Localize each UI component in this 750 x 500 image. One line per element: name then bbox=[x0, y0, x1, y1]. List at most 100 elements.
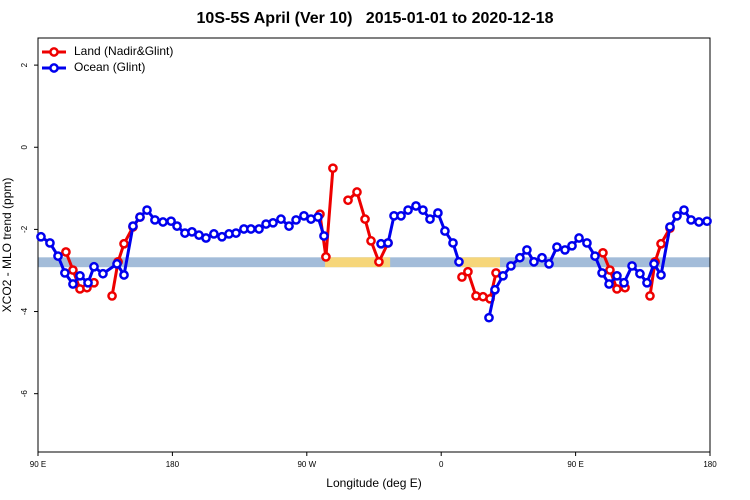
data-point bbox=[440, 226, 450, 236]
data-point bbox=[604, 279, 614, 289]
data-point bbox=[75, 270, 85, 281]
data-point bbox=[142, 205, 152, 215]
data-point bbox=[60, 268, 70, 278]
data-point bbox=[201, 233, 211, 243]
band-highlight bbox=[325, 257, 391, 268]
x-axis-label: Longitude (deg E) bbox=[326, 476, 421, 490]
data-point bbox=[552, 242, 562, 252]
data-point bbox=[649, 259, 659, 269]
data-point bbox=[119, 238, 129, 249]
x-tick-label: 180 bbox=[703, 460, 717, 469]
data-point bbox=[268, 217, 278, 228]
data-point bbox=[209, 229, 219, 239]
data-point bbox=[135, 212, 145, 222]
data-point bbox=[537, 252, 547, 263]
plot-frame bbox=[37, 37, 711, 453]
y-tick-label: -4 bbox=[20, 307, 29, 315]
data-point bbox=[343, 195, 353, 206]
data-point bbox=[506, 261, 516, 271]
data-point bbox=[328, 163, 338, 174]
data-point bbox=[627, 261, 637, 271]
data-point bbox=[448, 238, 458, 248]
legend-marker bbox=[49, 63, 59, 73]
data-point bbox=[544, 259, 554, 269]
data-point bbox=[567, 240, 577, 251]
data-point bbox=[276, 214, 286, 224]
data-point bbox=[672, 210, 682, 221]
data-point bbox=[366, 236, 376, 246]
y-tick-label: 2 bbox=[20, 62, 29, 67]
x-tick-label: 90 E bbox=[30, 460, 46, 469]
data-point bbox=[360, 214, 370, 224]
data-point bbox=[665, 222, 675, 232]
data-point bbox=[645, 291, 655, 301]
data-point bbox=[605, 265, 615, 275]
x-tick-label: 90 W bbox=[297, 460, 316, 469]
data-point bbox=[612, 270, 622, 281]
data-point bbox=[374, 256, 384, 267]
data-point bbox=[642, 277, 652, 288]
data-point bbox=[411, 201, 421, 211]
y-axis-label: XCO2 - MLO trend (ppm) bbox=[0, 178, 14, 313]
data-point bbox=[53, 251, 63, 261]
data-point bbox=[107, 291, 117, 301]
data-point bbox=[679, 205, 689, 215]
data-point bbox=[150, 215, 160, 225]
data-point bbox=[61, 247, 71, 257]
data-point bbox=[36, 231, 46, 242]
data-point bbox=[254, 224, 264, 234]
data-point bbox=[702, 216, 712, 227]
x-tick-label: 0 bbox=[439, 460, 444, 469]
data-point bbox=[313, 212, 323, 222]
data-point bbox=[574, 233, 584, 243]
legend-marker bbox=[49, 47, 59, 57]
data-point bbox=[172, 221, 182, 231]
data-point bbox=[457, 272, 467, 282]
data-point bbox=[529, 256, 539, 267]
band-highlight bbox=[460, 257, 501, 268]
data-point bbox=[68, 279, 78, 289]
data-point bbox=[463, 266, 473, 277]
data-point bbox=[418, 205, 428, 215]
data-point bbox=[598, 247, 608, 258]
data-point bbox=[291, 215, 301, 225]
data-point bbox=[490, 284, 500, 295]
data-point bbox=[522, 245, 532, 255]
x-tick-label: 90 E bbox=[567, 460, 583, 469]
data-point bbox=[319, 231, 329, 241]
data-point bbox=[560, 245, 570, 255]
data-point bbox=[454, 256, 464, 267]
data-point bbox=[597, 268, 607, 278]
data-point bbox=[128, 221, 138, 231]
data-point bbox=[590, 251, 600, 261]
x-tick-label: 180 bbox=[166, 460, 180, 469]
data-point bbox=[433, 208, 443, 218]
data-point bbox=[498, 270, 508, 281]
data-point bbox=[284, 221, 294, 231]
data-point bbox=[83, 277, 93, 288]
chart-title: 10S-5S April (Ver 10) 2015-01-01 to 2020… bbox=[197, 10, 554, 27]
data-point bbox=[158, 217, 168, 227]
data-point bbox=[89, 261, 99, 272]
data-point bbox=[352, 187, 362, 197]
data-point bbox=[231, 228, 241, 238]
data-point bbox=[656, 238, 666, 249]
data-point bbox=[68, 265, 78, 275]
data-point bbox=[321, 252, 331, 262]
data-point bbox=[45, 238, 55, 248]
data-point bbox=[98, 268, 108, 279]
data-point bbox=[515, 252, 525, 263]
data-point bbox=[686, 215, 696, 225]
legend-label: Ocean (Glint) bbox=[74, 60, 145, 74]
data-point bbox=[612, 284, 622, 294]
data-point bbox=[635, 268, 645, 279]
y-tick-label: -6 bbox=[20, 390, 29, 398]
data-point bbox=[119, 270, 129, 280]
data-point bbox=[246, 224, 256, 234]
data-point bbox=[484, 312, 494, 323]
data-point bbox=[694, 217, 704, 227]
y-tick-label: 0 bbox=[20, 144, 29, 149]
data-point bbox=[396, 210, 406, 221]
data-point bbox=[383, 238, 393, 248]
